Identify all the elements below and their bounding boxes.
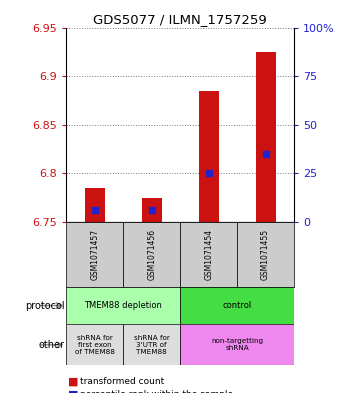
- Text: percentile rank within the sample: percentile rank within the sample: [80, 391, 233, 393]
- Text: ■: ■: [68, 376, 79, 386]
- Text: GSM1071456: GSM1071456: [147, 229, 156, 280]
- Text: TMEM88 depletion: TMEM88 depletion: [84, 301, 162, 310]
- Text: ■: ■: [68, 390, 79, 393]
- Bar: [66, 324, 123, 365]
- Bar: [85, 188, 105, 222]
- Bar: [237, 222, 294, 287]
- Bar: [180, 287, 294, 324]
- Text: other: other: [39, 340, 65, 350]
- Bar: [123, 222, 180, 287]
- Bar: [123, 324, 180, 365]
- Text: non-targetting
shRNA: non-targetting shRNA: [211, 338, 263, 351]
- Bar: [66, 222, 123, 287]
- Text: GSM1071457: GSM1071457: [90, 229, 99, 280]
- Text: GSM1071455: GSM1071455: [261, 229, 270, 280]
- Text: control: control: [222, 301, 252, 310]
- Bar: [256, 52, 276, 222]
- Title: GDS5077 / ILMN_1757259: GDS5077 / ILMN_1757259: [93, 13, 267, 26]
- Text: shRNA for
first exon
of TMEM88: shRNA for first exon of TMEM88: [75, 335, 115, 355]
- Text: transformed count: transformed count: [80, 377, 164, 386]
- Bar: [180, 222, 237, 287]
- Text: GSM1071454: GSM1071454: [204, 229, 213, 280]
- Bar: [180, 324, 294, 365]
- Text: protocol: protocol: [25, 301, 65, 310]
- Bar: [66, 287, 180, 324]
- Text: shRNA for
3'UTR of
TMEM88: shRNA for 3'UTR of TMEM88: [134, 335, 170, 355]
- Bar: [199, 91, 219, 222]
- Bar: [142, 198, 162, 222]
